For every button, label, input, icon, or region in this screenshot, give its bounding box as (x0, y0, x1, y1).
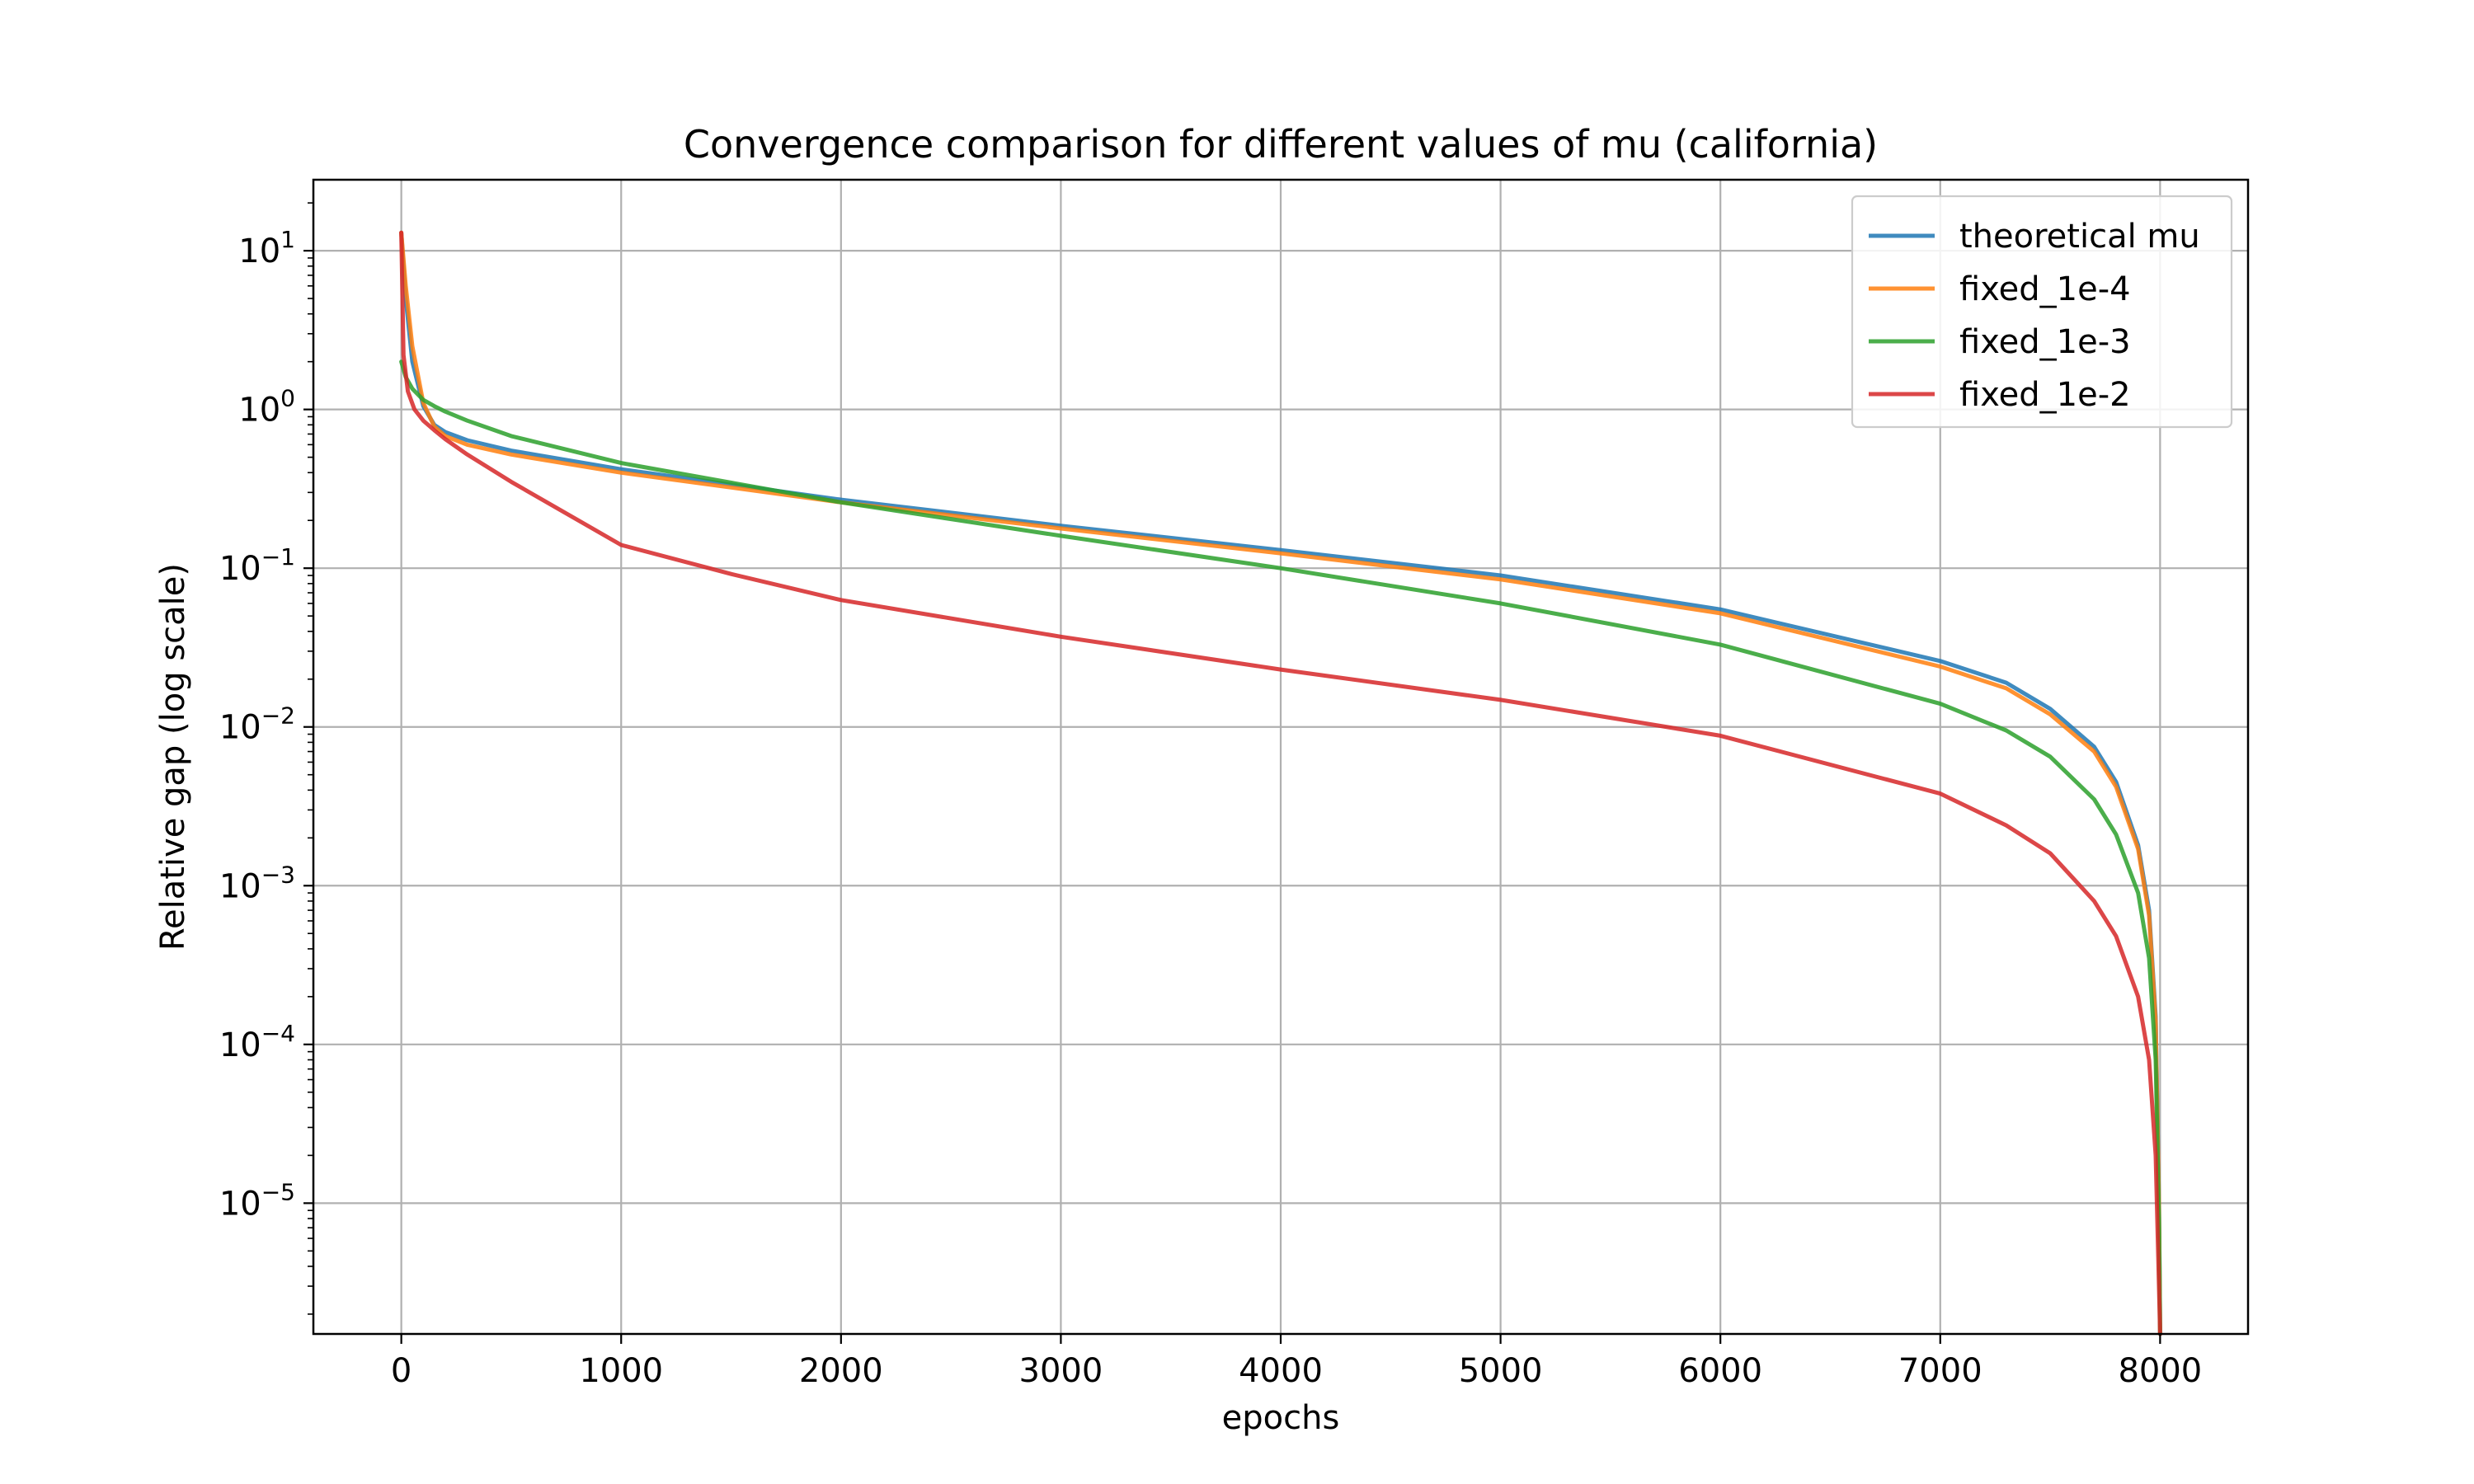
series-layer (399, 230, 2162, 1336)
y-tick-label: 10−4 (219, 1020, 295, 1064)
x-axis-ticks: 0 1000 2000 3000 4000 5000 6000 7000 8000 (391, 1334, 2202, 1390)
legend-label-theoretical-mu: theoretical mu (1959, 218, 2200, 256)
x-tick-label: 3000 (1019, 1352, 1103, 1390)
y-tick-label: 10−3 (219, 861, 295, 905)
chart-title: Convergence comparison for different val… (684, 122, 1878, 167)
legend-box (1851, 195, 2233, 429)
y-axis-ticks: 101 100 10−1 10−2 10−3 10−4 10−5 (219, 202, 313, 1315)
x-tick-label: 5000 (1459, 1352, 1543, 1390)
x-axis-label: epochs (1222, 1399, 1340, 1437)
x-tick-label: 7000 (1898, 1352, 1982, 1390)
y-tick-label: 101 (238, 226, 295, 270)
legend-label-fixed-1e-2: fixed_1e-2 (1959, 376, 2131, 414)
y-tick-label: 100 (238, 385, 295, 430)
series-line-fixed-1e-2 (399, 230, 2162, 1336)
y-tick-label: 10−5 (219, 1178, 295, 1223)
x-tick-label: 0 (391, 1352, 412, 1390)
y-axis-label: Relative gap (log scale) (154, 563, 192, 951)
x-tick-label: 6000 (1678, 1352, 1762, 1390)
x-tick-label: 4000 (1239, 1352, 1323, 1390)
legend: theoretical mu fixed_1e-4 fixed_1e-3 fixed_… (1851, 195, 2233, 429)
series-line-fixed-1e-4 (399, 230, 2162, 1336)
x-tick-label: 8000 (2118, 1352, 2202, 1390)
legend-label-fixed-1e-3: fixed_1e-3 (1959, 323, 2131, 361)
series-line-fixed-1e-3 (399, 359, 2162, 1336)
y-tick-label: 10−2 (219, 702, 295, 747)
x-tick-label: 2000 (799, 1352, 883, 1390)
x-tick-label: 1000 (579, 1352, 663, 1390)
y-tick-label: 10−1 (219, 543, 295, 588)
legend-label-fixed-1e-4: fixed_1e-4 (1959, 270, 2131, 308)
